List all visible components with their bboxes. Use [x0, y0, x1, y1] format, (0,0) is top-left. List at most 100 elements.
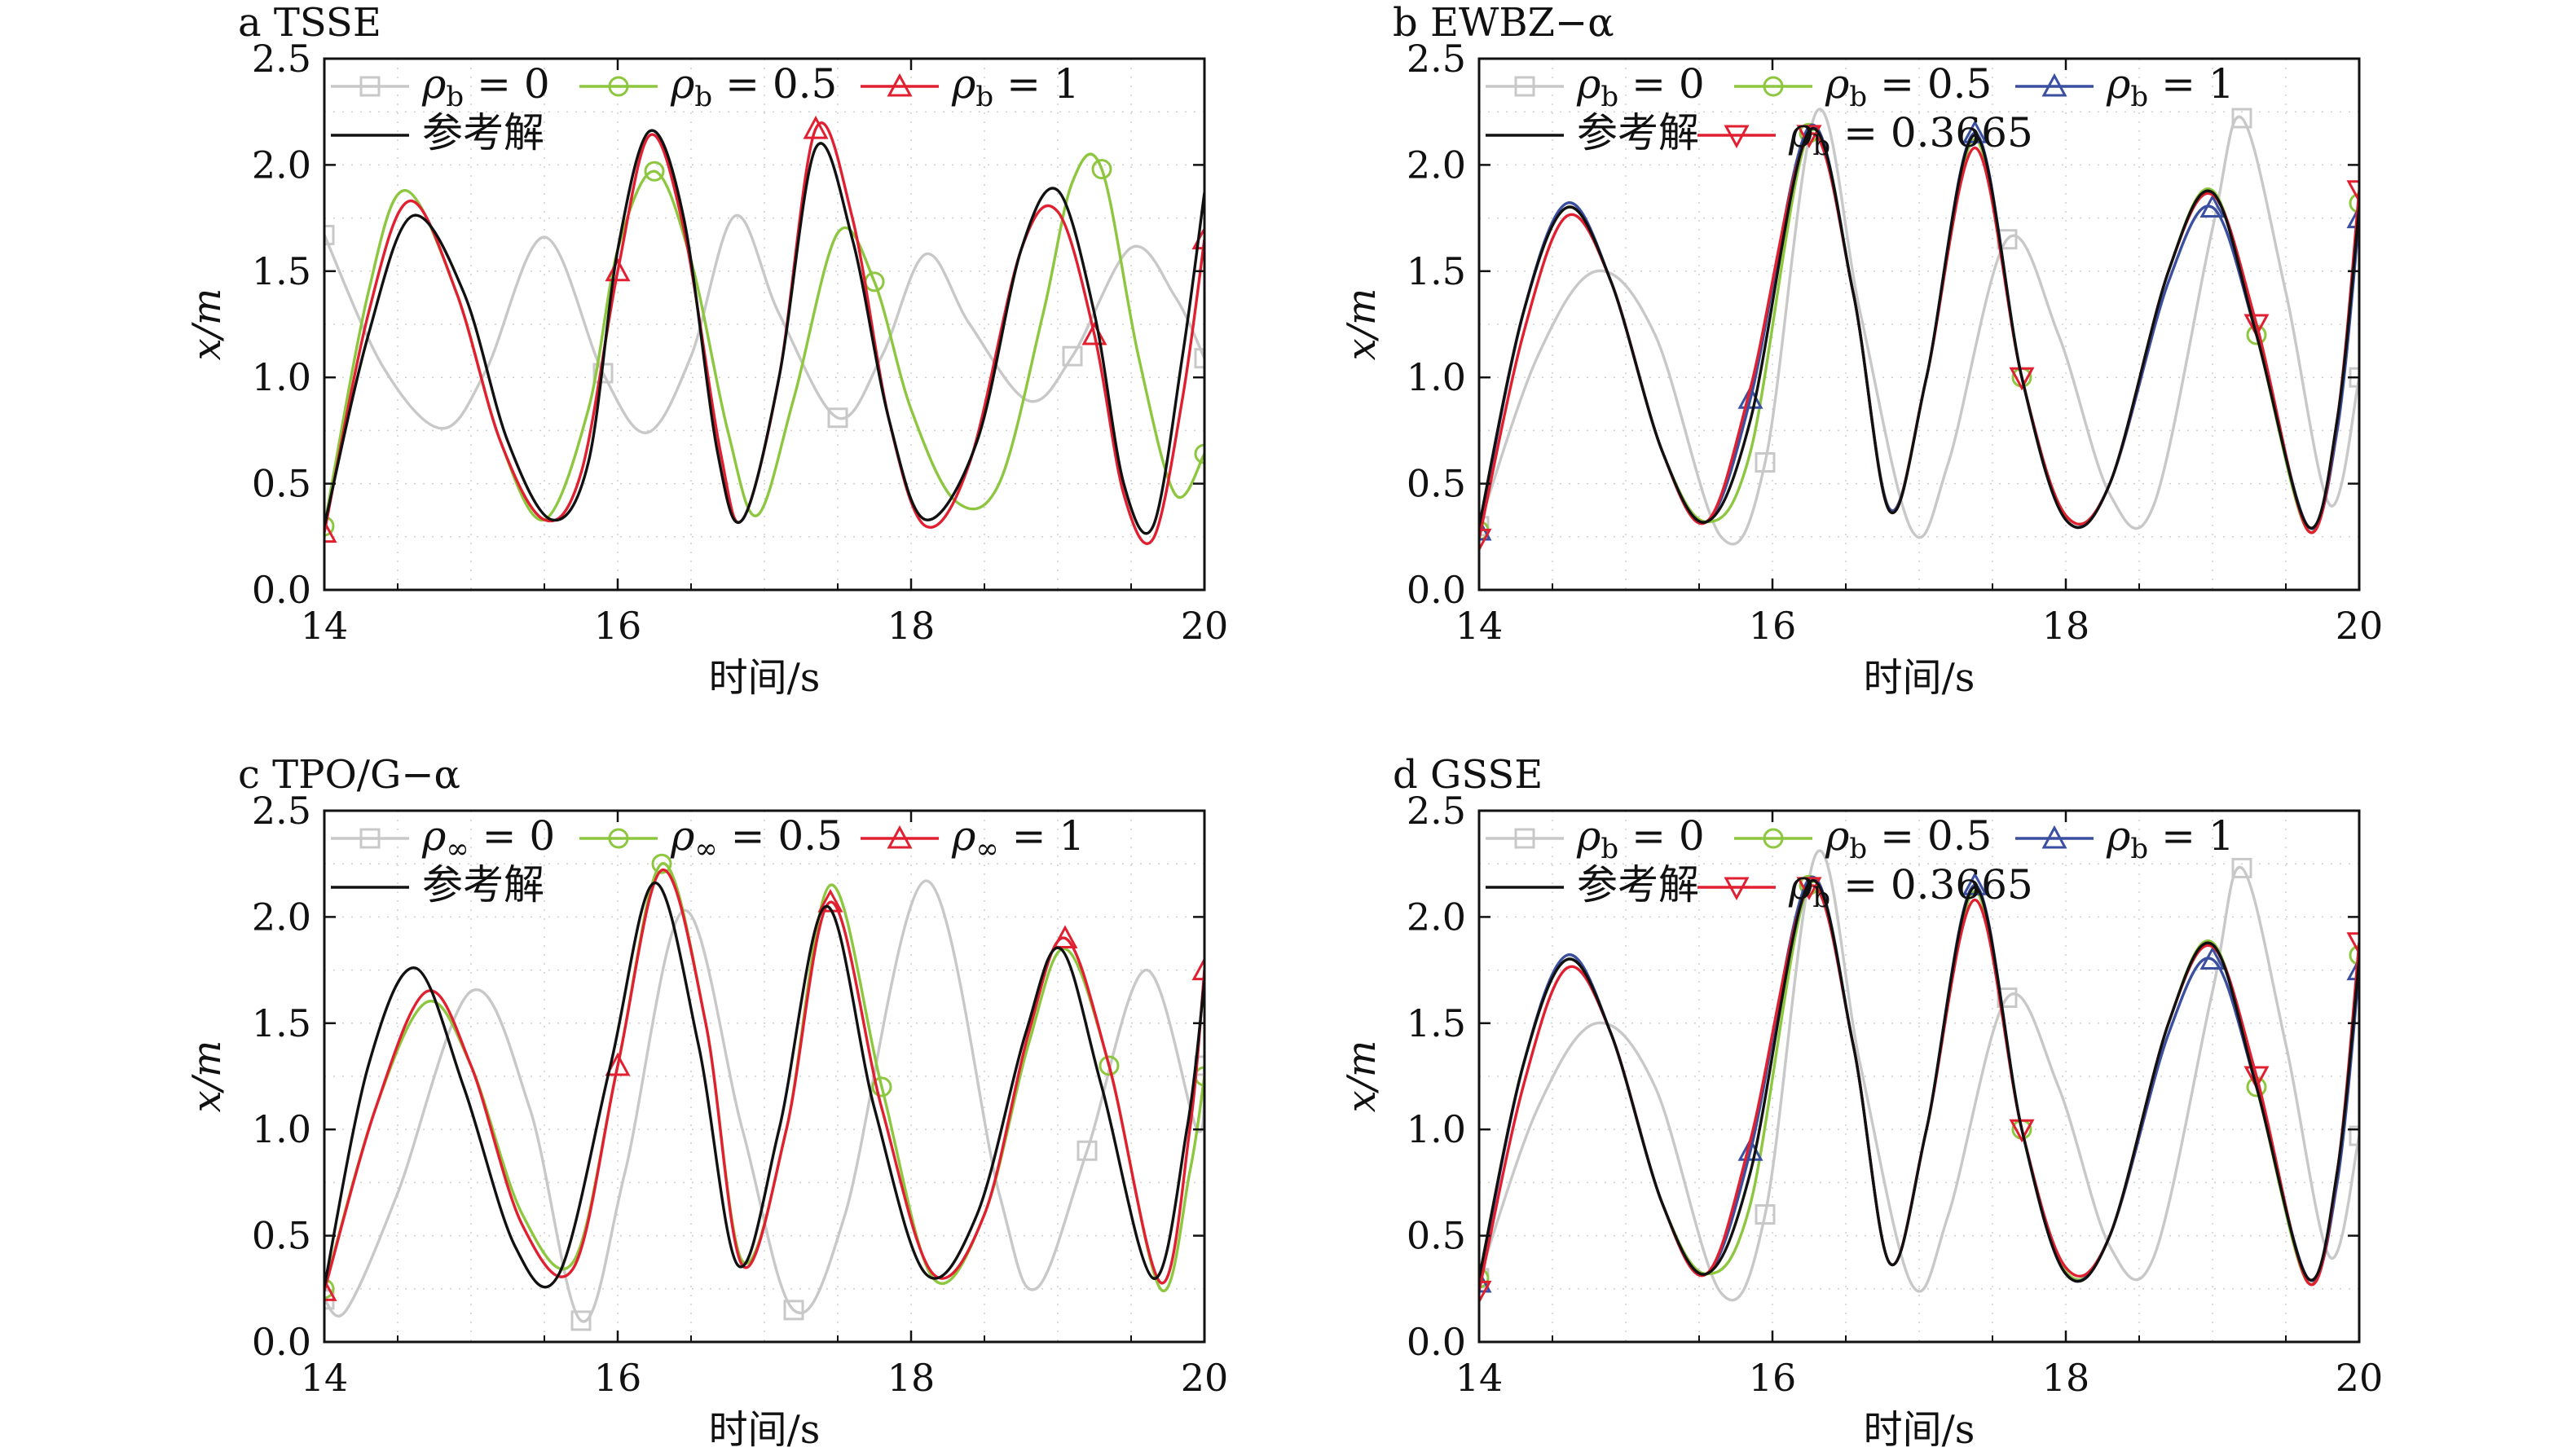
y-tick-label: 0.5: [252, 1214, 311, 1258]
panel-title: b EWBZ−α: [1393, 0, 1614, 46]
data-point: [2243, 314, 2270, 338]
x-axis-label: 时间/s: [1864, 1407, 1975, 1453]
series-line: [324, 869, 1204, 1291]
x-tick-label: 16: [1749, 1356, 1797, 1400]
x-tick-label: 16: [594, 1356, 642, 1400]
axes-frame: [1477, 57, 2361, 592]
y-axis-label: x/m: [184, 288, 230, 361]
y-tick-label: 2.0: [252, 895, 311, 939]
data-point: [1099, 1055, 1120, 1076]
legend-marker: [359, 76, 381, 97]
legend-label: ρb = 0: [1576, 60, 1705, 113]
x-tick-label: 14: [301, 604, 349, 648]
series-line: [1479, 127, 2359, 530]
y-tick-label: 1.5: [252, 1001, 311, 1045]
data-point: [324, 519, 337, 543]
y-tick-label: 1.0: [1407, 1107, 1466, 1151]
data-point: [2009, 1119, 2035, 1143]
panel-title: c TPO/G−α: [238, 752, 460, 798]
legend-label: ρb = 1: [2106, 812, 2235, 865]
panel-c: c TPO/G−α 14 16 18 20 0.0 0.5 1.0 1.5 2.0 2.5 时间/s x…: [184, 752, 1228, 1453]
series-line: [324, 152, 1204, 527]
y-tick-label: 1.0: [252, 1107, 311, 1151]
y-tick-label: 2.0: [252, 143, 311, 187]
legend-label: 参考解: [422, 861, 544, 908]
x-tick-label: 20: [2336, 1356, 2384, 1400]
plot-area: [1479, 108, 2359, 552]
data-point: [570, 1310, 592, 1331]
y-axis-label: x/m: [1339, 288, 1385, 361]
data-point: [1962, 872, 1988, 895]
data-point: [644, 161, 665, 182]
legend-label: ρ∞ = 0: [421, 812, 555, 865]
data-point: [1091, 159, 1112, 180]
y-tick-label: 1.5: [252, 249, 311, 293]
y-tick-label: 0.5: [252, 462, 311, 506]
legend-marker: [1514, 76, 1535, 97]
legend-label: 参考解: [422, 109, 544, 156]
data-point: [2009, 367, 2035, 391]
data-point: [324, 516, 335, 537]
data-point: [1479, 1280, 1492, 1304]
data-point: [783, 1300, 804, 1321]
y-tick-label: 1.5: [1407, 249, 1466, 293]
data-point: [2199, 194, 2226, 218]
panel-title: a TSSE: [238, 0, 381, 46]
axes-frame: [323, 809, 1206, 1344]
axes-frame: [1477, 809, 2361, 1344]
data-point: [2346, 932, 2359, 956]
ticks: 14 16 18 20 0.0 0.5 1.0 1.5 2.0 2.5: [252, 37, 1228, 648]
y-tick-label: 0.5: [1407, 462, 1466, 506]
data-point: [2349, 944, 2359, 966]
series-line: [1479, 108, 2359, 546]
legend-label: ρb = 1: [2106, 60, 2235, 113]
data-point: [605, 257, 631, 282]
data-point: [1479, 528, 1492, 552]
data-point: [2346, 957, 2359, 981]
x-axis-label: 时间/s: [709, 1407, 821, 1453]
y-tick-label: 2.0: [1407, 143, 1466, 187]
legend-label: 参考解: [1577, 109, 1699, 156]
data-point: [803, 115, 829, 139]
legend-label: ρ∞ = 1: [951, 812, 1085, 865]
legend: ρb = 0 ρb = 0.5 ρb = 1 参考解 ρb = 0.3665: [1486, 812, 2235, 914]
x-tick-label: 14: [301, 1356, 349, 1400]
y-tick-label: 0.0: [252, 1320, 311, 1364]
x-axis-label: 时间/s: [709, 655, 821, 701]
y-tick-label: 2.5: [1407, 37, 1466, 81]
data-point: [2231, 108, 2252, 129]
data-point: [1962, 120, 1988, 143]
series-line: [1479, 879, 2359, 1283]
legend-marker: [2041, 73, 2067, 97]
data-point: [1062, 345, 1083, 367]
x-tick-label: 18: [2042, 1356, 2090, 1400]
legend-label: ρb = 0.3665: [1788, 861, 2033, 914]
y-tick-label: 1.5: [1407, 1001, 1466, 1045]
data-point: [1755, 452, 1776, 473]
axes-frame: [323, 57, 1206, 592]
y-axis-label: x/m: [184, 1040, 230, 1113]
data-point: [2349, 192, 2359, 213]
x-tick-label: 18: [887, 604, 936, 648]
legend-label: ρb = 0: [1576, 812, 1705, 865]
x-tick-label: 14: [1455, 604, 1504, 648]
data-point: [324, 224, 335, 245]
y-tick-label: 0.0: [252, 568, 311, 612]
y-tick-label: 1.0: [252, 355, 311, 399]
ticks: 14 16 18 20 0.0 0.5 1.0 1.5 2.0 2.5: [1407, 789, 2383, 1400]
legend: ρ∞ = 0 ρ∞ = 0.5 ρ∞ = 1 参考解: [331, 812, 1085, 908]
legend-marker: [1763, 828, 1784, 849]
x-axis-label: 时间/s: [1864, 655, 1975, 701]
data-point: [1796, 125, 1822, 149]
legend-label: ρb = 0.5: [1825, 60, 1992, 113]
ticks: 14 16 18 20 0.0 0.5 1.0 1.5 2.0 2.5: [252, 789, 1228, 1400]
data-point: [827, 407, 848, 429]
ticks: 14 16 18 20 0.0 0.5 1.0 1.5 2.0 2.5: [1407, 37, 2383, 648]
x-tick-label: 14: [1455, 1356, 1504, 1400]
data-point: [1479, 1268, 1490, 1289]
plot-area: [324, 853, 1204, 1331]
panel-title: d GSSE: [1393, 752, 1543, 798]
legend: ρb = 0 ρb = 0.5 ρb = 1 参考解 ρb = 0.3665: [1486, 60, 2235, 162]
legend: ρb = 0 ρb = 0.5 ρb = 1 参考解: [331, 60, 1080, 156]
